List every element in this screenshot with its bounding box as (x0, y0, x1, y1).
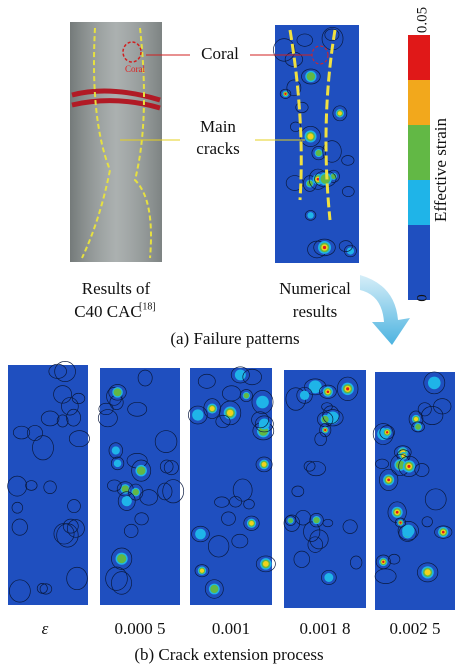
strain-spot (324, 429, 326, 431)
strain-spot (210, 585, 218, 593)
left-ref: [18] (139, 301, 156, 312)
strain-spot (346, 387, 349, 390)
colorbar-title: Effective strain (431, 118, 450, 223)
coral-label: Coral (201, 44, 239, 63)
left-caption: C40 CAC (74, 302, 142, 321)
main-cracks-label: Main (200, 117, 236, 136)
strain-spot (114, 460, 122, 468)
strain-spot (396, 511, 399, 514)
strain-spot (387, 479, 390, 482)
strain-spot (244, 393, 250, 399)
strain-label: 0.000 5 (115, 619, 166, 638)
left-caption: Results of (82, 279, 151, 298)
strain-spot (307, 212, 313, 218)
strain-spot (324, 573, 333, 582)
strain-spot (323, 246, 326, 249)
strain-label: ε (42, 619, 49, 638)
photo-shading (70, 22, 162, 262)
figure: Coral Coral Main cracks 0.05 0 Effective… (0, 0, 458, 672)
strain-spot (235, 369, 246, 380)
colorbar-segment (408, 125, 430, 180)
strain-spot (425, 569, 431, 575)
strain-label: 0.001 (212, 619, 250, 638)
strain-spot (347, 247, 354, 254)
strain-panel (375, 372, 455, 610)
right-caption: Numerical (279, 279, 351, 298)
strain-spot (386, 431, 388, 433)
main-cracks-label: cracks (196, 139, 239, 158)
strain-spot (308, 133, 314, 139)
strain-spot (428, 377, 441, 390)
strain-spot (122, 485, 129, 492)
strain-spot (210, 406, 215, 411)
colorbar-segment (408, 225, 430, 300)
photo-label: Coral (125, 64, 145, 74)
strain-spot (112, 446, 120, 454)
strain-spot (227, 410, 233, 416)
strain-spot (117, 554, 126, 563)
colorbar-segment (408, 35, 430, 80)
strain-spot (399, 521, 401, 523)
page: Coral Coral Main cracks 0.05 0 Effective… (0, 0, 458, 672)
strain-spot (256, 396, 269, 409)
strain-spot (249, 521, 254, 526)
strain-spot (114, 388, 122, 396)
colorbar-segment (408, 80, 430, 125)
colorbar-segment (408, 180, 430, 225)
colorbar-min: 0 (414, 294, 430, 302)
strain-panel (100, 368, 180, 605)
strain-spot (316, 150, 322, 156)
arrow (360, 275, 410, 345)
strain-spot (300, 391, 309, 400)
strain-label: 0.002 5 (390, 619, 441, 638)
caption-a: (a) Failure patterns (170, 329, 299, 348)
strain-spot (262, 462, 267, 467)
colorbar (408, 35, 430, 300)
strain-spot (263, 561, 269, 567)
strain-spot (382, 561, 384, 563)
strain-spot (307, 72, 315, 80)
strain-spot (338, 111, 342, 115)
caption-b: (b) Crack extension process (134, 645, 323, 664)
colorbar-max: 0.05 (414, 7, 430, 33)
strain-spot (137, 466, 146, 475)
strain-spot (442, 531, 445, 534)
right-caption: results (293, 302, 337, 321)
strain-spot (195, 529, 206, 540)
strain-spot (122, 496, 132, 506)
strain-spot (327, 391, 330, 394)
strain-label: 0.001 8 (300, 619, 351, 638)
strain-spot (407, 465, 410, 468)
strain-spot (133, 489, 139, 495)
strain-spot (284, 93, 286, 95)
strain-spot (414, 417, 418, 421)
strain-spot (192, 409, 203, 420)
strain-panel (8, 365, 88, 605)
strain-spot (288, 518, 293, 523)
strain-spot (415, 424, 421, 430)
strain-spot (313, 517, 319, 523)
strain-spot (200, 569, 204, 573)
strain-panel (284, 370, 366, 608)
strain-spot (309, 380, 322, 393)
